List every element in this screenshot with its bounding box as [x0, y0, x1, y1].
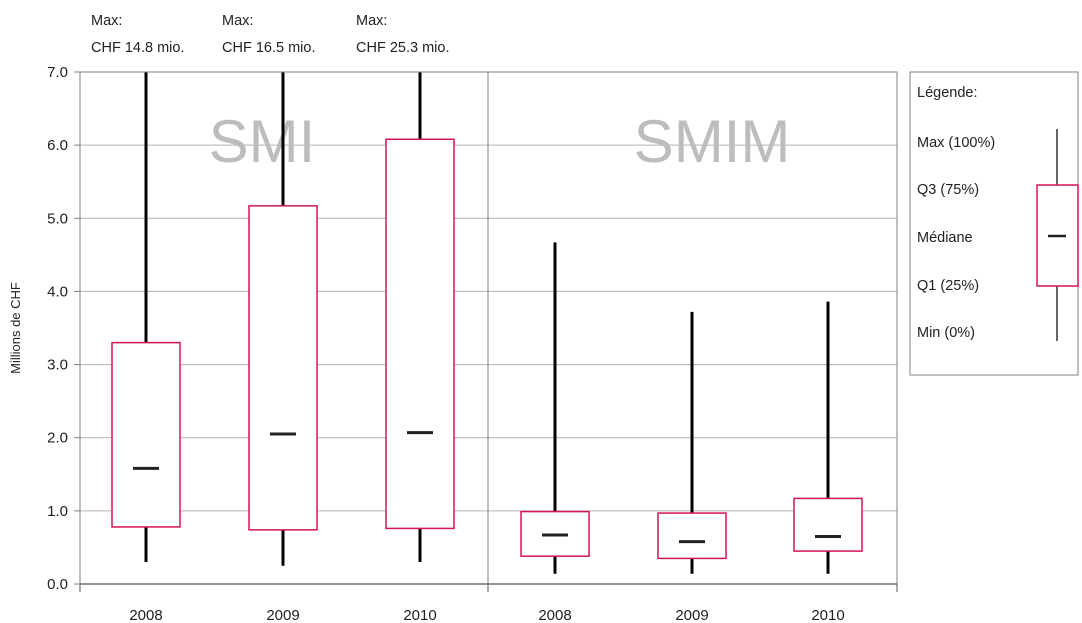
max-label-value: CHF 14.8 mio. — [91, 40, 184, 56]
legend: Légende: Max (100%) Q3 (75%) Médiane Q1 (25%… — [909, 71, 1079, 376]
max-label-title: Max: — [91, 13, 122, 29]
y-axis-label: Millions de CHF — [8, 282, 23, 374]
max-label-title: Max: — [356, 13, 387, 29]
axes: 0.0 1.0 2.0 3.0 4.0 5.0 6.0 7.0 Millions de CHF 2… — [8, 64, 845, 623]
x-tick-label: 2010 — [403, 607, 436, 623]
y-tick-label: 0.0 — [47, 576, 68, 593]
y-tick-label: 3.0 — [47, 357, 68, 374]
max-label-value: CHF 25.3 mio. — [356, 40, 449, 56]
x-tick-label: 2008 — [538, 607, 571, 623]
panel-watermarks: SMI SMIM — [209, 108, 791, 175]
boxes — [111, 72, 863, 574]
box-iqr — [657, 512, 727, 560]
y-tick-label: 1.0 — [47, 503, 68, 520]
panel-name-smi: SMI — [209, 108, 316, 175]
y-tick-label: 4.0 — [47, 283, 68, 300]
box-iqr — [793, 497, 863, 552]
legend-item: Min (0%) — [917, 325, 975, 341]
x-tick-label: 2008 — [129, 607, 162, 623]
y-tick-label: 7.0 — [47, 64, 68, 81]
x-tick-label: 2009 — [266, 607, 299, 623]
max-labels: Max: CHF 14.8 mio. Max: CHF 16.5 mio. Max: CH… — [91, 13, 449, 56]
y-tick-label: 5.0 — [47, 210, 68, 227]
plot-frame — [79, 71, 898, 592]
box-iqr — [111, 341, 181, 528]
legend-item: Max (100%) — [917, 135, 995, 151]
legend-item: Q3 (75%) — [917, 182, 979, 198]
panel-name-smim: SMIM — [634, 108, 791, 175]
max-label-value: CHF 16.5 mio. — [222, 40, 315, 56]
box-iqr — [385, 138, 455, 530]
box-iqr — [248, 205, 318, 531]
legend-item: Q1 (25%) — [917, 278, 979, 294]
legend-item: Médiane — [917, 230, 973, 246]
x-tick-label: 2009 — [675, 607, 708, 623]
legend-title: Légende: — [917, 85, 977, 101]
y-tick-label: 2.0 — [47, 430, 68, 447]
x-tick-label: 2010 — [811, 607, 844, 623]
y-tick-label: 6.0 — [47, 137, 68, 154]
max-label-title: Max: — [222, 13, 253, 29]
